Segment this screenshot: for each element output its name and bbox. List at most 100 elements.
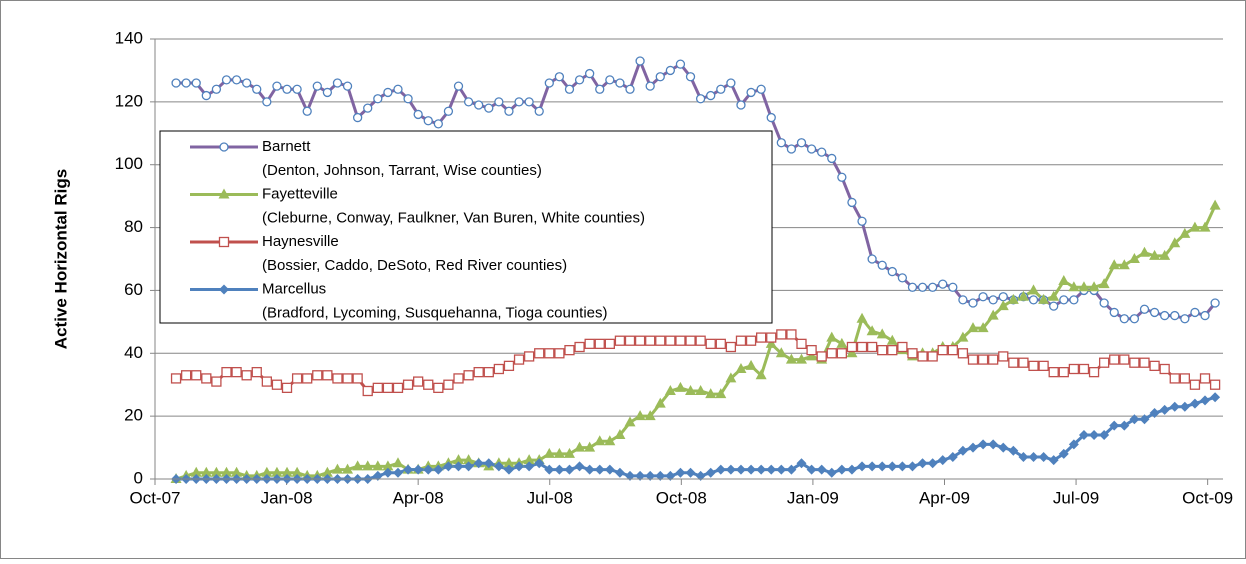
data-point xyxy=(1200,310,1210,321)
data-point xyxy=(1149,360,1160,372)
x-tick-label: Jul-09 xyxy=(1053,488,1099,507)
data-point xyxy=(191,370,202,381)
data-point xyxy=(1169,237,1181,248)
data-point xyxy=(1048,366,1059,378)
data-point xyxy=(534,106,544,116)
data-point xyxy=(1159,404,1170,415)
data-point xyxy=(937,455,948,466)
data-point xyxy=(715,338,726,350)
data-point xyxy=(494,97,504,107)
data-point xyxy=(685,385,697,395)
data-point xyxy=(978,439,989,450)
data-point xyxy=(594,338,605,350)
data-point xyxy=(907,282,918,292)
data-point xyxy=(443,106,454,116)
data-point xyxy=(1028,452,1039,462)
data-point xyxy=(473,366,484,378)
data-point xyxy=(483,366,494,378)
data-point xyxy=(866,325,878,336)
data-point xyxy=(393,84,403,94)
x-tick-label: Jul-08 xyxy=(527,488,573,507)
y-tick-label: 20 xyxy=(124,406,143,425)
data-point xyxy=(604,464,615,475)
data-point xyxy=(927,458,938,469)
legend-marker xyxy=(218,188,230,199)
data-point xyxy=(1209,379,1221,390)
data-point xyxy=(544,78,554,88)
data-point xyxy=(775,347,787,358)
legend-label: Marcellus xyxy=(262,280,326,297)
data-point xyxy=(715,388,727,399)
data-point xyxy=(695,335,706,346)
data-point xyxy=(463,454,475,465)
data-point xyxy=(332,373,343,384)
data-point xyxy=(654,397,666,408)
data-point xyxy=(715,464,726,475)
data-point xyxy=(917,458,928,469)
data-point xyxy=(634,335,646,346)
data-point xyxy=(1099,430,1110,440)
data-point xyxy=(776,329,787,340)
data-point xyxy=(170,373,182,384)
data-point xyxy=(706,90,716,101)
data-point xyxy=(534,348,545,359)
data-point xyxy=(1068,363,1080,375)
data-point xyxy=(725,464,736,475)
data-point xyxy=(907,348,918,359)
data-point xyxy=(210,466,222,477)
data-point xyxy=(806,350,818,361)
data-point xyxy=(1008,357,1019,368)
data-point xyxy=(1128,253,1140,263)
data-point xyxy=(816,351,827,362)
data-point xyxy=(735,464,746,475)
data-point xyxy=(563,447,575,458)
data-point xyxy=(1028,295,1039,305)
data-point xyxy=(826,467,837,478)
data-point xyxy=(1008,445,1019,456)
data-point xyxy=(655,72,665,82)
data-point xyxy=(1078,363,1090,375)
y-tick-label: 80 xyxy=(124,217,143,236)
x-tick-label: Jan-09 xyxy=(787,488,839,507)
data-point xyxy=(1138,246,1150,257)
data-point xyxy=(665,335,676,346)
data-point xyxy=(1179,373,1190,384)
data-point xyxy=(423,116,433,126)
data-point xyxy=(625,84,635,94)
data-point xyxy=(846,341,858,353)
data-point xyxy=(463,97,474,107)
data-point xyxy=(756,464,767,475)
data-point xyxy=(1129,314,1140,324)
data-point xyxy=(614,429,626,439)
data-point xyxy=(1139,357,1150,368)
legend-detail: (Denton, Johnson, Tarrant, Wise counties… xyxy=(262,162,542,179)
data-point xyxy=(836,348,848,359)
data-point xyxy=(493,363,505,375)
data-point xyxy=(514,461,525,472)
legend-detail: (Bossier, Caddo, DeSoto, Red River count… xyxy=(262,257,567,274)
data-point xyxy=(675,59,686,69)
data-point xyxy=(978,292,988,302)
data-point xyxy=(574,341,585,353)
data-point xyxy=(1179,401,1190,412)
data-point xyxy=(826,348,837,359)
data-point xyxy=(1018,357,1029,368)
data-point xyxy=(574,75,585,85)
data-point xyxy=(453,81,464,91)
data-point xyxy=(200,466,212,477)
data-point xyxy=(625,470,636,481)
data-point xyxy=(927,282,938,292)
x-tick-label: Apr-08 xyxy=(393,488,444,507)
data-point xyxy=(1180,314,1190,324)
data-point xyxy=(272,81,282,91)
data-point xyxy=(685,72,696,82)
data-point xyxy=(383,87,393,98)
data-point xyxy=(614,467,625,478)
data-point xyxy=(987,309,999,320)
data-point xyxy=(312,370,323,381)
data-point xyxy=(665,470,676,481)
data-point xyxy=(413,376,424,387)
data-point xyxy=(271,379,283,390)
data-point xyxy=(614,335,626,346)
